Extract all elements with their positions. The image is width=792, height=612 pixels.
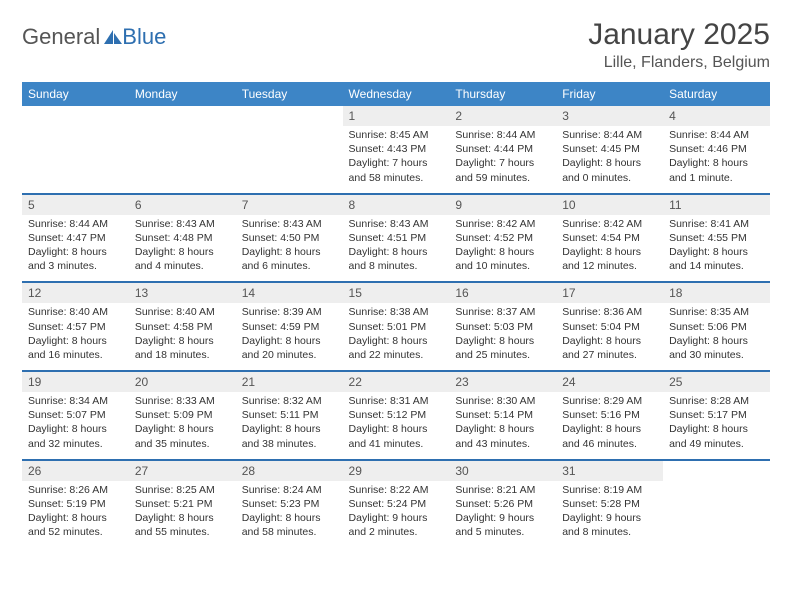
day-data-cell: Sunrise: 8:40 AMSunset: 4:57 PMDaylight:… [22, 303, 129, 371]
day-number-cell: 18 [663, 283, 770, 303]
day-data-cell: Sunrise: 8:42 AMSunset: 4:52 PMDaylight:… [449, 215, 556, 283]
day-data-cell: Sunrise: 8:44 AMSunset: 4:46 PMDaylight:… [663, 126, 770, 194]
day-data-cell [663, 481, 770, 548]
day-number-row: 567891011 [22, 195, 770, 215]
day-number-row: 262728293031 [22, 461, 770, 481]
day-number-cell: 3 [556, 106, 663, 126]
logo-text-blue: Blue [122, 24, 166, 50]
day-number-cell: 21 [236, 372, 343, 392]
day-number-cell: 2 [449, 106, 556, 126]
day-number-cell: 31 [556, 461, 663, 481]
day-number-cell: 4 [663, 106, 770, 126]
day-data-cell: Sunrise: 8:44 AMSunset: 4:44 PMDaylight:… [449, 126, 556, 194]
day-data-cell: Sunrise: 8:30 AMSunset: 5:14 PMDaylight:… [449, 392, 556, 460]
day-data-cell [236, 126, 343, 194]
day-data-row: Sunrise: 8:26 AMSunset: 5:19 PMDaylight:… [22, 481, 770, 548]
day-data-cell: Sunrise: 8:21 AMSunset: 5:26 PMDaylight:… [449, 481, 556, 548]
day-data-cell: Sunrise: 8:40 AMSunset: 4:58 PMDaylight:… [129, 303, 236, 371]
day-number-cell: 16 [449, 283, 556, 303]
day-data-cell [22, 126, 129, 194]
day-number-cell: 14 [236, 283, 343, 303]
day-data-cell: Sunrise: 8:28 AMSunset: 5:17 PMDaylight:… [663, 392, 770, 460]
day-number-cell: 25 [663, 372, 770, 392]
day-header: Monday [129, 82, 236, 106]
day-number-cell: 20 [129, 372, 236, 392]
day-data-row: Sunrise: 8:40 AMSunset: 4:57 PMDaylight:… [22, 303, 770, 371]
day-data-row: Sunrise: 8:34 AMSunset: 5:07 PMDaylight:… [22, 392, 770, 460]
day-data-cell: Sunrise: 8:25 AMSunset: 5:21 PMDaylight:… [129, 481, 236, 548]
day-number-cell: 9 [449, 195, 556, 215]
day-data-cell: Sunrise: 8:45 AMSunset: 4:43 PMDaylight:… [343, 126, 450, 194]
day-data-cell: Sunrise: 8:38 AMSunset: 5:01 PMDaylight:… [343, 303, 450, 371]
day-number-cell: 5 [22, 195, 129, 215]
day-number-cell: 22 [343, 372, 450, 392]
day-data-cell: Sunrise: 8:42 AMSunset: 4:54 PMDaylight:… [556, 215, 663, 283]
day-data-cell: Sunrise: 8:43 AMSunset: 4:48 PMDaylight:… [129, 215, 236, 283]
logo-sail-icon [104, 30, 122, 44]
day-number-cell: 17 [556, 283, 663, 303]
day-number-cell [663, 461, 770, 481]
day-data-row: Sunrise: 8:45 AMSunset: 4:43 PMDaylight:… [22, 126, 770, 194]
logo-text-general: General [22, 24, 100, 50]
day-number-cell [129, 106, 236, 126]
day-number-cell: 10 [556, 195, 663, 215]
day-data-cell: Sunrise: 8:36 AMSunset: 5:04 PMDaylight:… [556, 303, 663, 371]
day-number-cell: 26 [22, 461, 129, 481]
day-number-cell: 11 [663, 195, 770, 215]
day-header: Thursday [449, 82, 556, 106]
day-number-cell [236, 106, 343, 126]
day-header-row: Sunday Monday Tuesday Wednesday Thursday… [22, 82, 770, 106]
day-number-cell: 15 [343, 283, 450, 303]
day-data-cell: Sunrise: 8:43 AMSunset: 4:50 PMDaylight:… [236, 215, 343, 283]
day-number-cell: 27 [129, 461, 236, 481]
day-header: Sunday [22, 82, 129, 106]
day-header: Tuesday [236, 82, 343, 106]
day-number-cell: 29 [343, 461, 450, 481]
day-number-cell [22, 106, 129, 126]
day-data-cell: Sunrise: 8:33 AMSunset: 5:09 PMDaylight:… [129, 392, 236, 460]
day-data-cell: Sunrise: 8:41 AMSunset: 4:55 PMDaylight:… [663, 215, 770, 283]
month-title: January 2025 [588, 18, 770, 52]
day-number-cell: 7 [236, 195, 343, 215]
day-number-cell: 8 [343, 195, 450, 215]
day-data-cell: Sunrise: 8:37 AMSunset: 5:03 PMDaylight:… [449, 303, 556, 371]
day-data-cell: Sunrise: 8:29 AMSunset: 5:16 PMDaylight:… [556, 392, 663, 460]
day-number-row: 1234 [22, 106, 770, 126]
day-data-row: Sunrise: 8:44 AMSunset: 4:47 PMDaylight:… [22, 215, 770, 283]
title-block: January 2025 Lille, Flanders, Belgium [588, 18, 770, 72]
day-number-cell: 23 [449, 372, 556, 392]
day-number-cell: 6 [129, 195, 236, 215]
header: General Blue January 2025 Lille, Flander… [22, 18, 770, 72]
day-number-cell: 12 [22, 283, 129, 303]
day-data-cell: Sunrise: 8:34 AMSunset: 5:07 PMDaylight:… [22, 392, 129, 460]
day-number-cell: 1 [343, 106, 450, 126]
day-data-cell: Sunrise: 8:26 AMSunset: 5:19 PMDaylight:… [22, 481, 129, 548]
day-data-cell: Sunrise: 8:44 AMSunset: 4:47 PMDaylight:… [22, 215, 129, 283]
day-number-cell: 30 [449, 461, 556, 481]
day-header: Wednesday [343, 82, 450, 106]
day-data-cell: Sunrise: 8:24 AMSunset: 5:23 PMDaylight:… [236, 481, 343, 548]
day-data-cell: Sunrise: 8:43 AMSunset: 4:51 PMDaylight:… [343, 215, 450, 283]
day-data-cell: Sunrise: 8:31 AMSunset: 5:12 PMDaylight:… [343, 392, 450, 460]
day-number-cell: 28 [236, 461, 343, 481]
day-header: Friday [556, 82, 663, 106]
day-data-cell: Sunrise: 8:35 AMSunset: 5:06 PMDaylight:… [663, 303, 770, 371]
calendar-table: Sunday Monday Tuesday Wednesday Thursday… [22, 82, 770, 547]
day-data-cell: Sunrise: 8:19 AMSunset: 5:28 PMDaylight:… [556, 481, 663, 548]
day-data-cell: Sunrise: 8:44 AMSunset: 4:45 PMDaylight:… [556, 126, 663, 194]
location: Lille, Flanders, Belgium [588, 54, 770, 72]
day-number-row: 19202122232425 [22, 372, 770, 392]
day-number-cell: 19 [22, 372, 129, 392]
day-number-row: 12131415161718 [22, 283, 770, 303]
day-header: Saturday [663, 82, 770, 106]
day-data-cell: Sunrise: 8:39 AMSunset: 4:59 PMDaylight:… [236, 303, 343, 371]
day-number-cell: 13 [129, 283, 236, 303]
day-data-cell: Sunrise: 8:32 AMSunset: 5:11 PMDaylight:… [236, 392, 343, 460]
day-data-cell [129, 126, 236, 194]
logo: General Blue [22, 18, 166, 50]
day-data-cell: Sunrise: 8:22 AMSunset: 5:24 PMDaylight:… [343, 481, 450, 548]
day-number-cell: 24 [556, 372, 663, 392]
